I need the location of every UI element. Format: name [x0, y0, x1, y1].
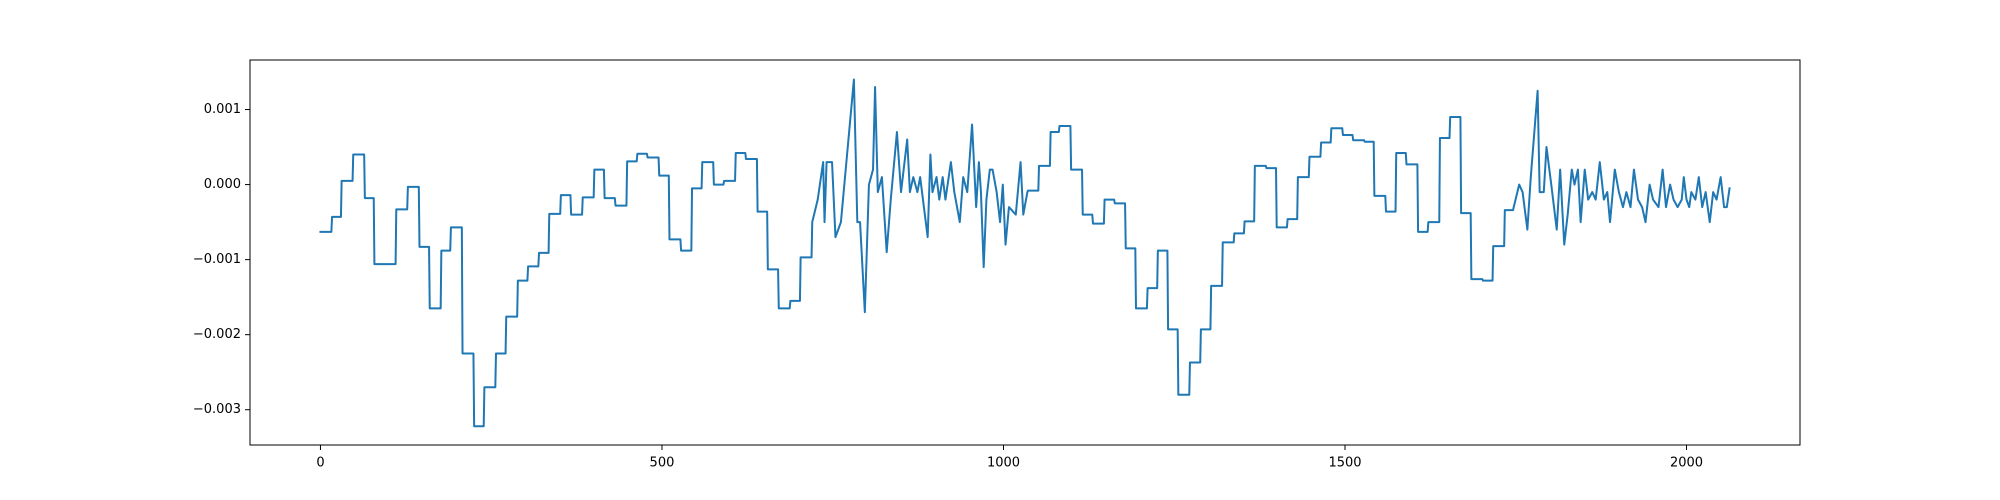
axes-frame	[249, 59, 1801, 446]
y-tick-label: −0.003	[193, 402, 241, 417]
y-tick-label: 0.001	[204, 102, 241, 117]
x-tick-label: 500	[650, 456, 675, 471]
y-tick-label: −0.002	[193, 327, 241, 342]
x-tick-label: 0	[316, 456, 324, 471]
x-tick-label: 2000	[1670, 456, 1703, 471]
x-tick-label: 1500	[1328, 456, 1361, 471]
plot-area	[319, 78, 1731, 428]
y-tick-label: −0.001	[193, 252, 241, 267]
data-line	[319, 78, 1731, 428]
x-tick-label: 1000	[987, 456, 1020, 471]
y-tick-label: 0.000	[204, 177, 241, 192]
